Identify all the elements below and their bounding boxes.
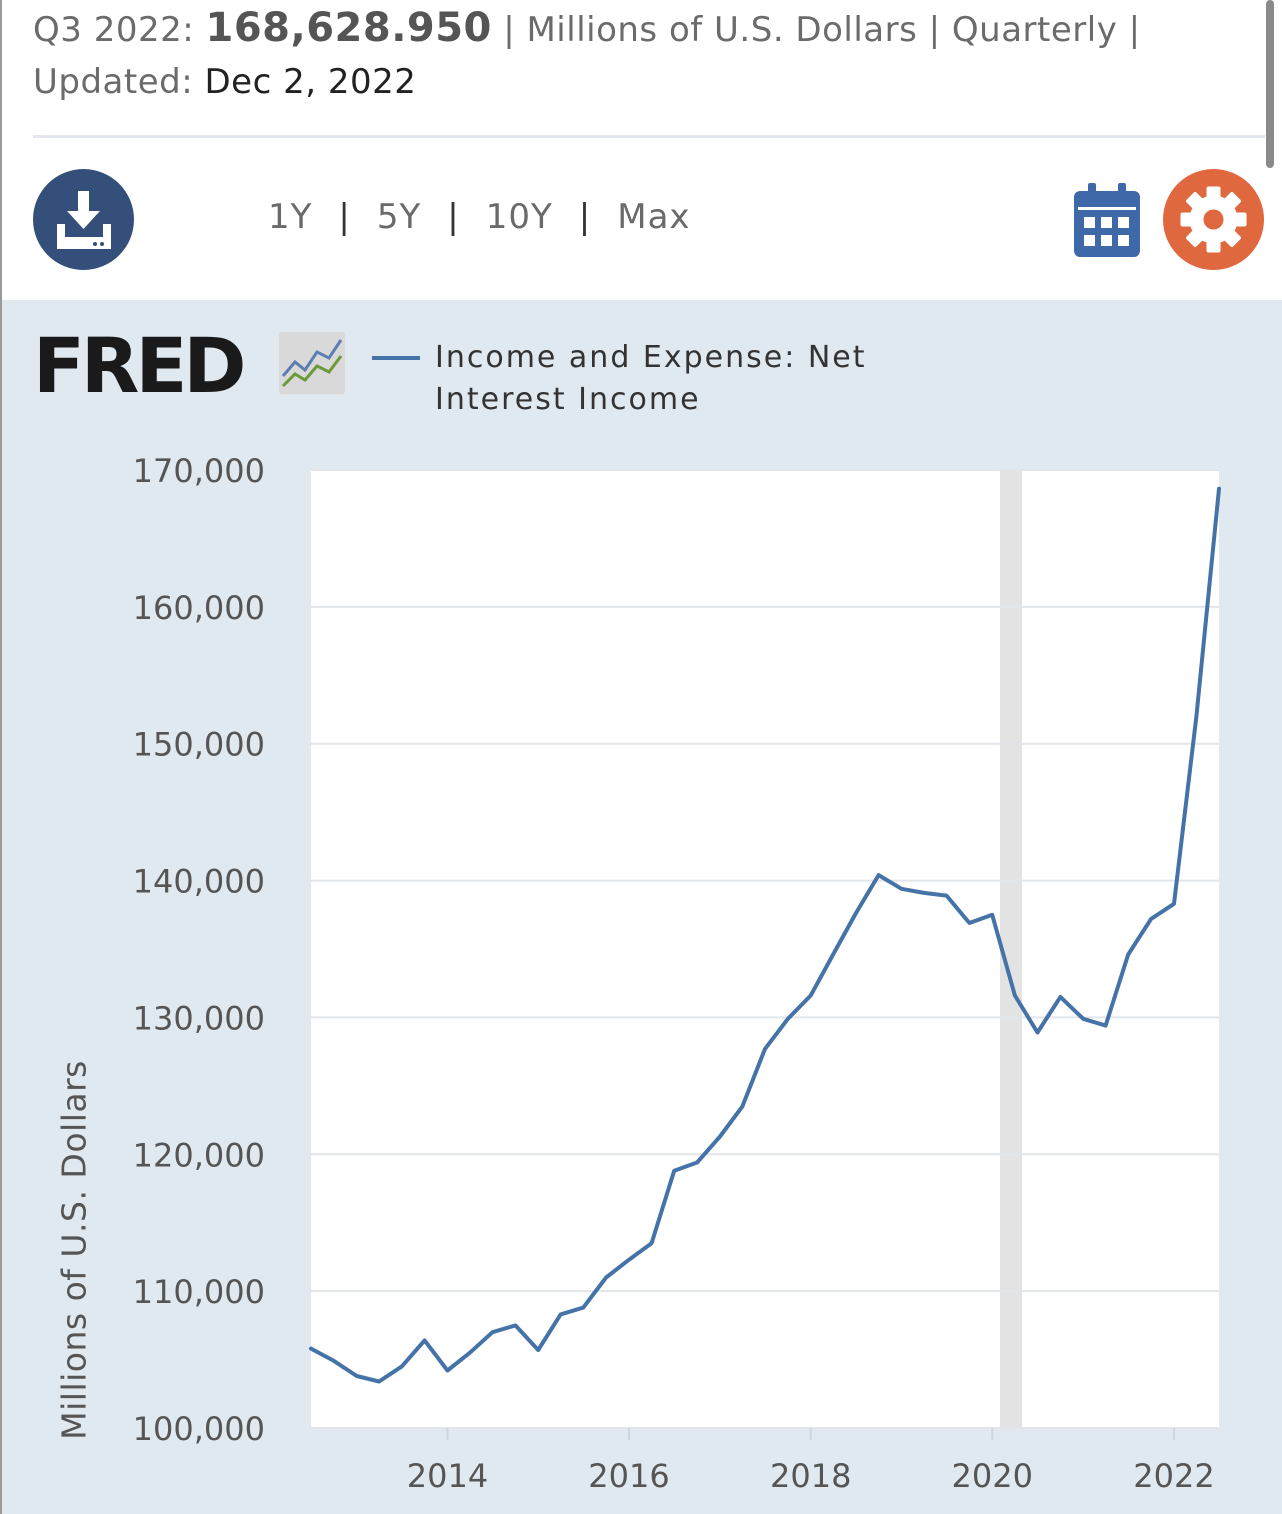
y-tick-label: 110,000 <box>133 1273 265 1311</box>
updated-line: Updated: Dec 2, 2022 <box>33 56 1263 108</box>
y-tick-label: 170,000 <box>133 452 265 490</box>
x-tick-label: 2018 <box>770 1457 851 1495</box>
observation-value: 168,628.950 <box>205 5 492 51</box>
date-range-selector: 1Y | 5Y | 10Y | Max <box>268 192 691 242</box>
observation-period: Q3 2022: <box>33 10 195 50</box>
download-icon <box>57 191 111 249</box>
y-tick-label: 100,000 <box>133 1410 265 1448</box>
range-max[interactable]: Max <box>617 197 691 237</box>
range-5y[interactable]: 5Y <box>376 197 422 237</box>
calendar-icon[interactable] <box>1074 183 1140 257</box>
scrollbar-thumb[interactable] <box>1266 0 1274 168</box>
x-tick-label: 2016 <box>588 1457 669 1495</box>
header-divider <box>33 135 1265 138</box>
fred-logo-text: FRED <box>33 321 246 410</box>
plot-area <box>311 470 1219 1428</box>
units-frequency: | Millions of U.S. Dollars | Quarterly | <box>503 10 1141 50</box>
range-1y[interactable]: 1Y <box>268 197 313 237</box>
range-separator: | <box>447 197 460 237</box>
fred-chart-badge-icon <box>279 332 345 394</box>
range-10y[interactable]: 10Y <box>485 197 553 237</box>
y-tick-label: 120,000 <box>133 1136 265 1174</box>
series-summary: Q3 2022: 168,628.950 | Millions of U.S. … <box>33 2 1263 108</box>
recession-band <box>999 470 1023 1428</box>
series-line <box>309 486 1221 1384</box>
y-tick-label: 130,000 <box>133 999 265 1037</box>
y-axis-label-text: Millions of U.S. Dollars <box>54 1060 94 1440</box>
legend-series-swatch <box>372 356 420 360</box>
range-separator: | <box>578 197 592 237</box>
y-tick-label: 150,000 <box>133 726 265 764</box>
legend-series-label: Income and Expense: Net Interest Income <box>435 340 867 417</box>
x-tick-label: 2022 <box>1133 1457 1214 1495</box>
updated-date: Dec 2, 2022 <box>204 62 417 102</box>
chart-panel: FRED Income and Expense: Net Interest In… <box>2 300 1282 1514</box>
latest-observation-line: Q3 2022: 168,628.950 | Millions of U.S. … <box>33 2 1263 56</box>
window-frame-edge <box>0 0 2 1514</box>
updated-label: Updated: <box>33 62 194 102</box>
gear-icon <box>1180 186 1247 253</box>
y-tick-label: 140,000 <box>133 863 265 901</box>
range-separator: | <box>338 197 351 237</box>
y-tick-label: 160,000 <box>133 589 265 627</box>
x-tick-label: 2020 <box>952 1457 1033 1495</box>
download-button[interactable] <box>33 169 134 270</box>
x-tick-label: 2014 <box>407 1457 488 1495</box>
line-chart: 100,000 110,000 120,000 130,000 140,000 150,0… <box>133 452 1221 1495</box>
settings-button[interactable] <box>1163 169 1264 270</box>
